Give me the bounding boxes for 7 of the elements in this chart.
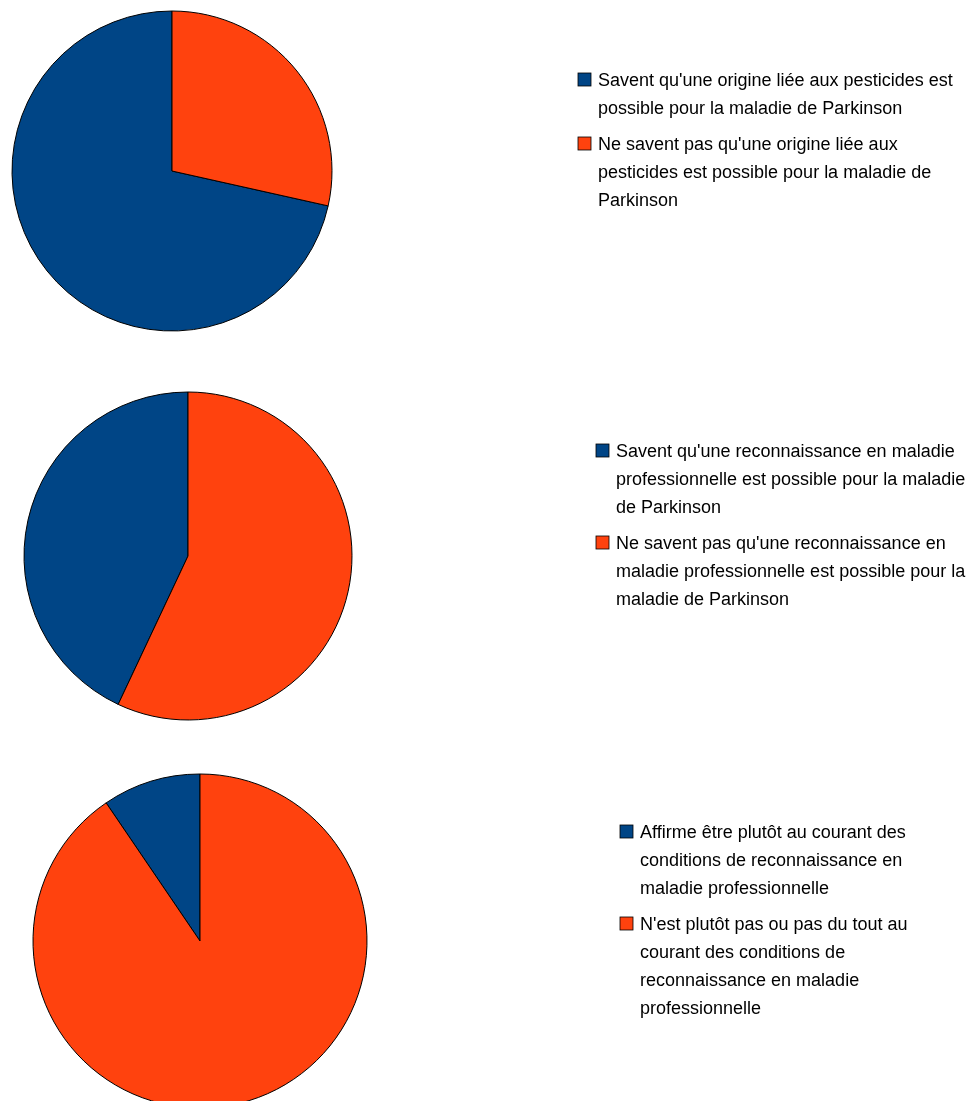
pie-slice [11,10,329,332]
legend-label: Ne savent pas qu'une origine liée aux pesticides est possible pour la maladie de Parkinson [598,134,932,210]
legend-label: Affirme être plutôt au courant des conditions de reconnaissance en maladie professionnelle [640,822,906,898]
legend-label: N'est plutôt pas ou pas du tout au courant des conditions de reconnaissance en maladie professionnelle [640,914,908,1018]
legend-label: Savent qu'une reconnaissance en maladie professionnelle est possible pour la maladie de Parkinson [616,441,966,517]
legend-label: Savent qu'une origine liée aux pesticides est possible pour la maladie de Parkinson [598,70,953,118]
legend-label: Ne savent pas qu'une reconnaissance en maladie professionnelle est possible pour la maladie de Parkinson [616,533,967,609]
